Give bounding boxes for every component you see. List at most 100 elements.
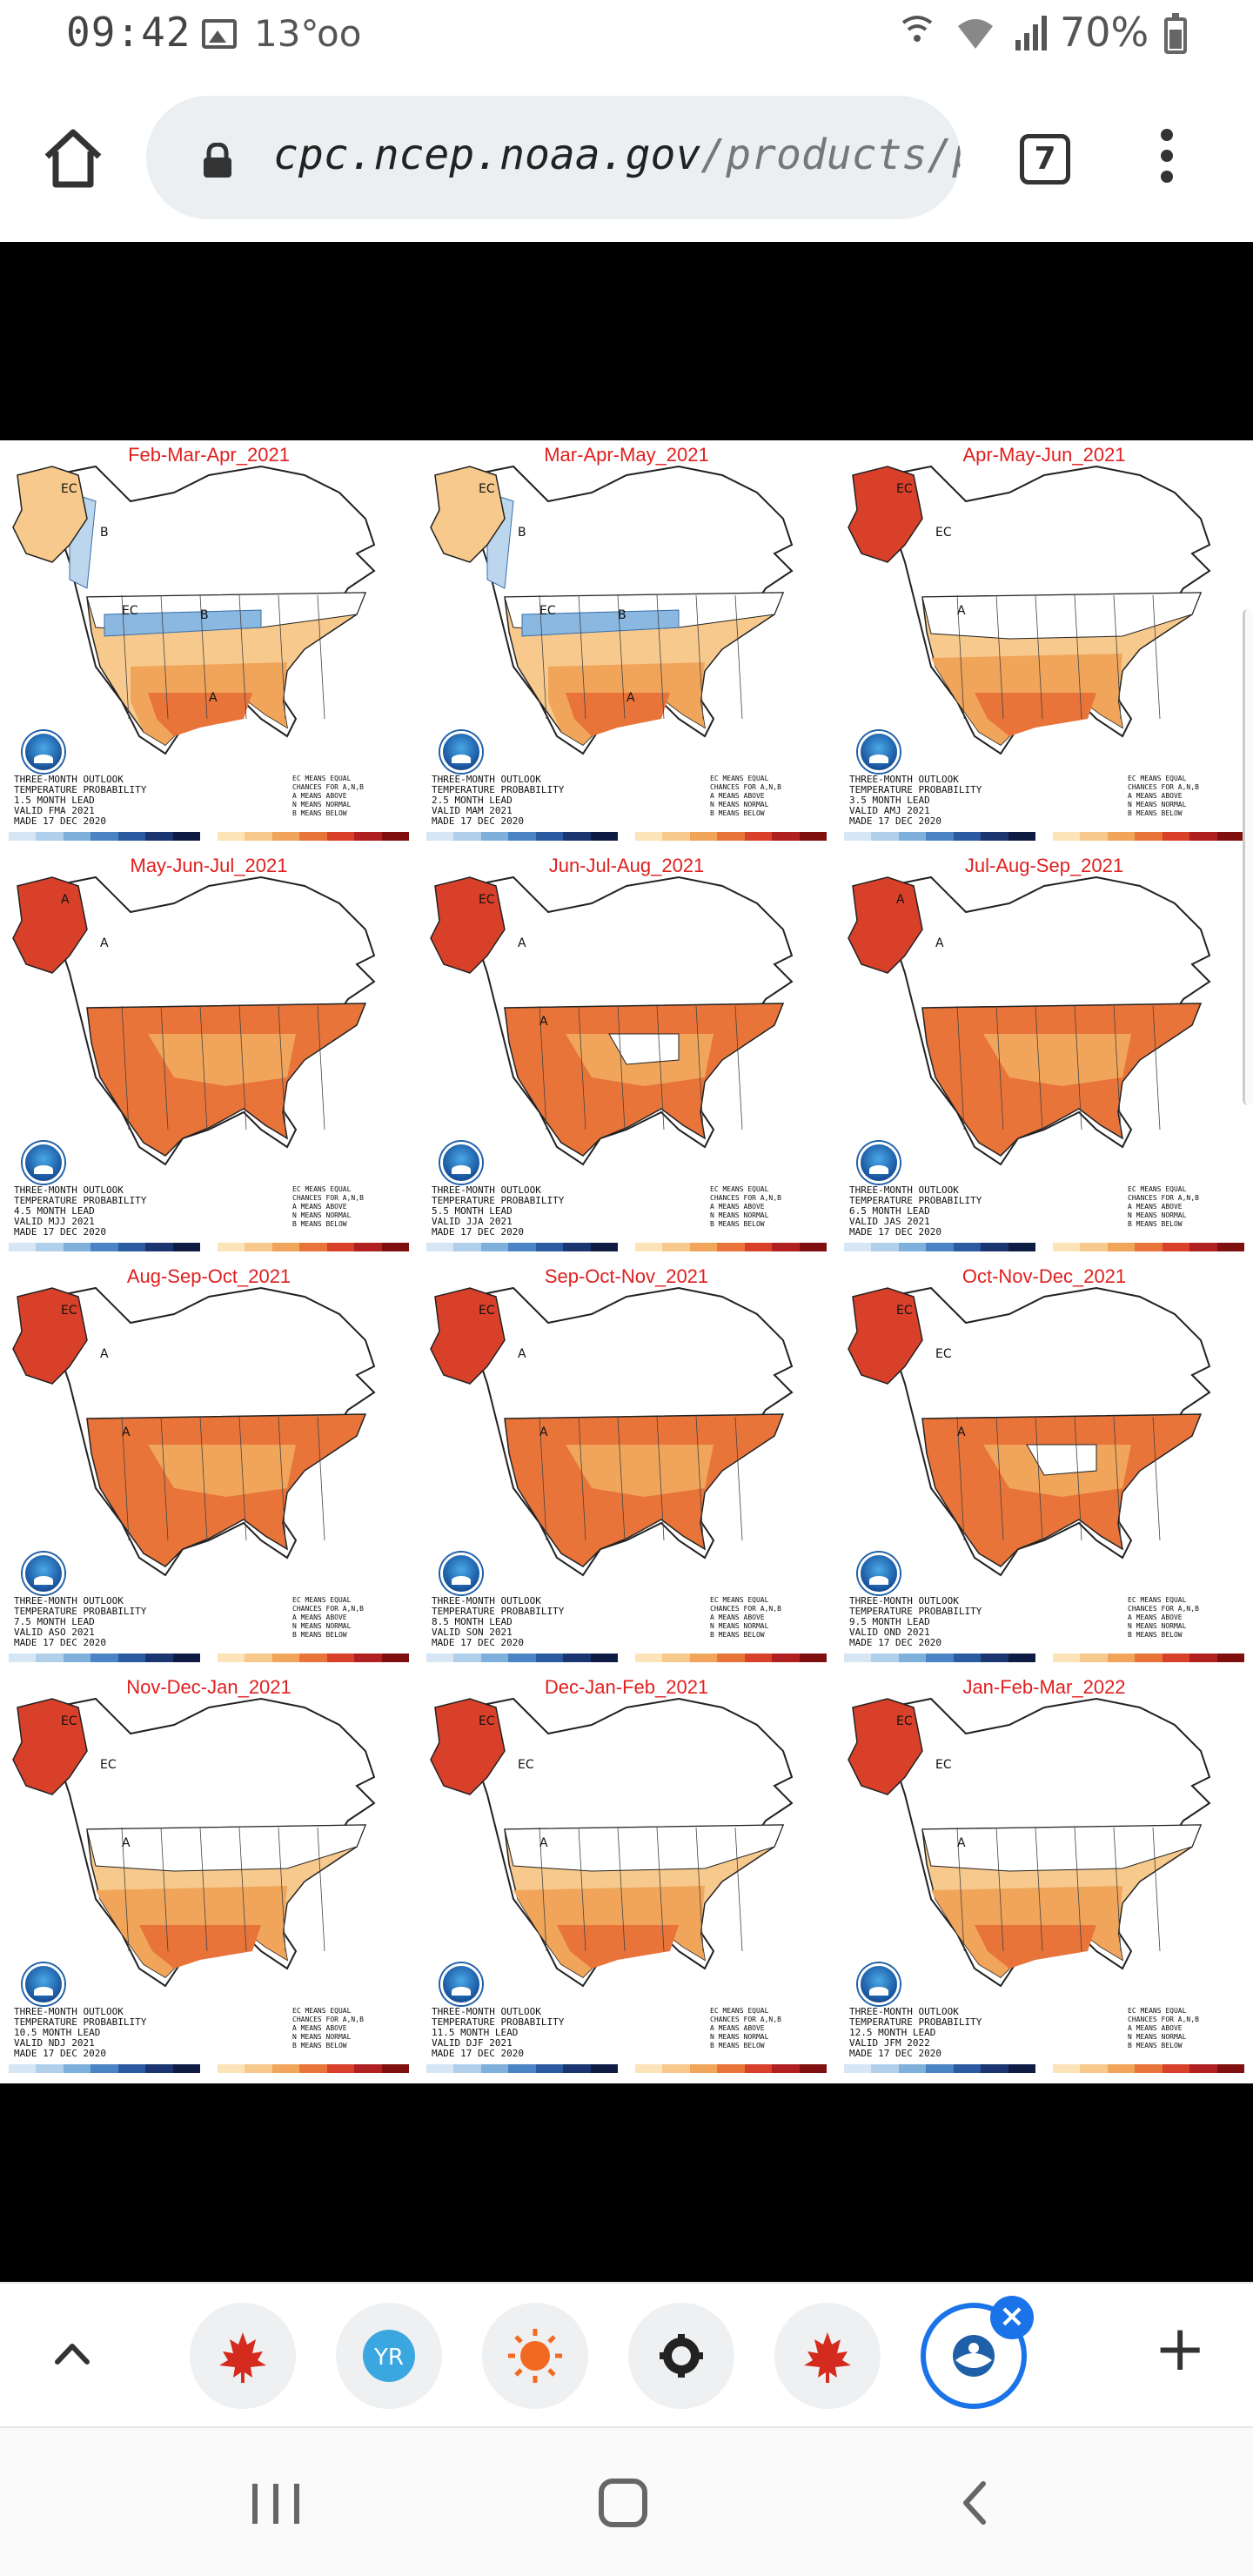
probability-color-bar (635, 1243, 827, 1251)
probability-color-bar (1053, 1654, 1244, 1662)
state-border-line (1035, 594, 1043, 720)
region-label: A (209, 691, 218, 705)
noaa-logo-icon (440, 1963, 482, 2005)
tab-switcher-button[interactable]: 7 (1020, 134, 1070, 184)
outlook-map-drawing: EC EC A (848, 1697, 1211, 1988)
chevron-up-icon[interactable] (50, 2332, 94, 2376)
map-title: May-Jun-Jul_2021 (130, 855, 288, 876)
outlook-map: EC EC A Nov-Dec-Jan_2021 THREE-MONTH OUTLOOK… (0, 1673, 418, 2083)
probability-color-bar (9, 832, 200, 841)
url-text: cpc.ncep.noaa.gov/products/pred (273, 131, 961, 179)
region-label: EC (896, 1714, 913, 1728)
map-title: Mar-Apr-May_2021 (544, 444, 709, 466)
region-label: EC (61, 482, 77, 496)
us-ec-band (921, 1824, 1202, 1872)
us-ec-band (921, 592, 1202, 640)
map-legend: EC MEANS EQUAL CHANCES FOR A,N,B A MEANS… (1128, 1185, 1199, 1228)
state-border-line (656, 1827, 665, 1952)
outlook-map-drawing: EC A A (430, 875, 794, 1166)
noaa-logo-icon (440, 1553, 482, 1594)
region-label: A (957, 1426, 966, 1439)
lock-icon (204, 143, 231, 178)
map-legend: EC MEANS EQUAL CHANCES FOR A,N,B A MEANS… (292, 2007, 364, 2049)
noaa-logo-icon (440, 731, 482, 773)
state-border-line (238, 1416, 247, 1541)
close-tab-icon[interactable]: × (990, 2296, 1034, 2339)
state-border-line (695, 1827, 704, 1952)
probability-color-bar (844, 832, 1035, 841)
outlook-map: EC EC A Oct-Nov-Dec_2021 THREE-MONTH OUTLOOK… (835, 1262, 1253, 1673)
scroll-handle[interactable] (1243, 609, 1253, 1105)
us-above-max (975, 1925, 1096, 1969)
overflow-menu-icon[interactable] (1154, 129, 1180, 190)
state-border-line (617, 594, 626, 720)
us-above-max (557, 1925, 679, 1969)
alaska-region (12, 1698, 88, 1795)
state-border-line (734, 1005, 743, 1130)
state-border-line (1074, 594, 1082, 720)
tab-thumb-2[interactable]: YR (336, 2303, 442, 2409)
probability-color-bar (9, 1654, 200, 1662)
state-border-line (278, 1827, 286, 1952)
address-bar[interactable]: cpc.ncep.noaa.gov/products/pred (146, 96, 961, 219)
region-label: EC (61, 1714, 77, 1728)
outlook-map: EC A A Aug-Sep-Oct_2021 THREE-MONTH OUTLOOK … (0, 1262, 418, 1673)
state-border-line (317, 1416, 325, 1541)
map-title: Feb-Mar-Apr_2021 (128, 444, 290, 466)
outlook-map-drawing: EC EC A (848, 1286, 1211, 1577)
recents-icon[interactable] (252, 2484, 299, 2524)
us-above-max (139, 1925, 261, 1969)
home-icon[interactable] (38, 124, 108, 193)
back-icon[interactable] (957, 2479, 992, 2527)
map-legend: EC MEANS EQUAL CHANCES FOR A,N,B A MEANS… (710, 1185, 781, 1228)
map-caption: THREE-MONTH OUTLOOK TEMPERATURE PROBABIL… (14, 1184, 147, 1238)
map-caption: THREE-MONTH OUTLOOK TEMPERATURE PROBABIL… (432, 774, 565, 827)
probability-color-bar (635, 2064, 827, 2073)
state-border-line (317, 594, 325, 720)
region-label: A (518, 1347, 526, 1361)
outlook-map: EC B EC B A Feb-Mar-Apr_2021 THREE-MONTH OUTLO… (0, 440, 418, 851)
state-border-line (956, 1005, 965, 1130)
wifi-icon (958, 18, 994, 49)
alaska-region (12, 1287, 88, 1385)
outlook-map-drawing: EC B EC B A (430, 465, 794, 755)
image-notification-icon (202, 19, 237, 49)
tab-thumb-3[interactable] (482, 2303, 588, 2409)
page-bottom-band (0, 2083, 1253, 2282)
probability-color-bar (844, 2064, 1035, 2073)
map-caption: THREE-MONTH OUTLOOK TEMPERATURE PROBABIL… (432, 1595, 565, 1648)
us-above-max (975, 693, 1096, 736)
home-nav-icon[interactable] (599, 2479, 647, 2527)
noaa-logo-icon (953, 2335, 995, 2377)
probability-color-bar (218, 1243, 409, 1251)
sun-icon (508, 2329, 562, 2383)
state-border-line (995, 1827, 1004, 1952)
alaska-region (430, 1698, 506, 1795)
tab-thumb-5[interactable] (774, 2303, 881, 2409)
region-label: A (935, 936, 944, 950)
outlook-map: A A Jul-Aug-Sep_2021 THREE-MONTH OUTLOOK TE… (835, 851, 1253, 1262)
map-legend: EC MEANS EQUAL CHANCES FOR A,N,B A MEANS… (1128, 775, 1199, 817)
new-tab-button[interactable]: + (1154, 2311, 1207, 2385)
state-border-line (121, 594, 130, 720)
gear-icon (660, 2334, 703, 2378)
yr-logo-icon: YR (363, 2330, 415, 2382)
state-border-line (199, 1416, 208, 1541)
noaa-logo-icon (858, 731, 900, 773)
maple-leaf-icon (804, 2332, 851, 2383)
region-label: EC (61, 1304, 77, 1318)
state-border-line (1035, 1416, 1043, 1541)
state-border-line (1074, 1416, 1082, 1541)
map-caption: THREE-MONTH OUTLOOK TEMPERATURE PROBABIL… (14, 774, 147, 827)
probability-color-bar (844, 1654, 1035, 1662)
noaa-logo-icon (440, 1142, 482, 1184)
alaska-region (12, 876, 88, 974)
tab-thumb-4[interactable] (628, 2303, 734, 2409)
region-label: A (626, 691, 635, 705)
state-border-line (578, 594, 586, 720)
probability-color-bar (9, 2064, 200, 2073)
state-border-line (617, 1827, 626, 1952)
state-border-line (1035, 1005, 1043, 1130)
us-above-mid (148, 1445, 296, 1497)
tab-thumb-1[interactable] (190, 2303, 296, 2409)
